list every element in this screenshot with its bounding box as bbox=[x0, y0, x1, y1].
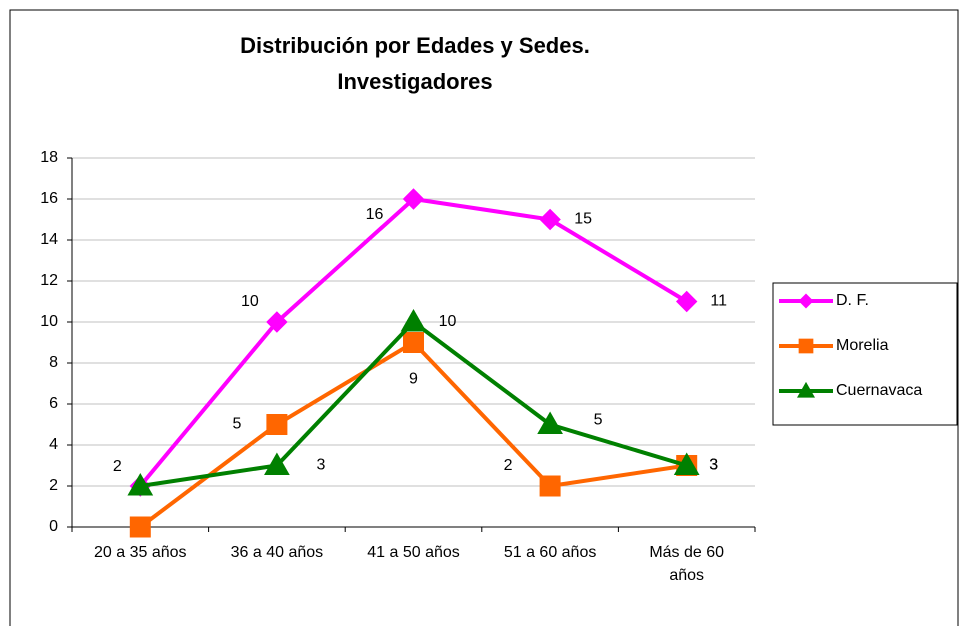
x-tick-label: 36 a 40 años bbox=[231, 544, 324, 561]
y-tick-label: 14 bbox=[40, 231, 58, 248]
y-tick-label: 10 bbox=[40, 313, 58, 330]
legend-label: Cuernavaca bbox=[836, 382, 922, 399]
marker bbox=[675, 290, 698, 313]
marker bbox=[673, 452, 700, 475]
y-tick-label: 2 bbox=[49, 477, 58, 494]
data-label: 3 bbox=[316, 457, 325, 474]
y-tick-label: 6 bbox=[49, 395, 58, 412]
marker bbox=[403, 332, 424, 353]
legend-label: Morelia bbox=[836, 337, 889, 354]
data-label: 2 bbox=[113, 458, 122, 475]
y-tick-label: 8 bbox=[49, 354, 58, 371]
x-tick-label-line: años bbox=[669, 567, 704, 584]
marker bbox=[127, 472, 154, 496]
y-tick-label: 12 bbox=[40, 272, 58, 289]
y-tick-label: 16 bbox=[40, 190, 58, 207]
x-tick-label: 51 a 60 años bbox=[504, 544, 597, 561]
legend-marker bbox=[796, 381, 816, 398]
data-label: 3 bbox=[709, 457, 718, 474]
marker bbox=[266, 414, 288, 435]
data-label: 11 bbox=[710, 293, 727, 310]
data-label: 5 bbox=[232, 416, 241, 433]
data-label: 10 bbox=[439, 313, 457, 330]
legend-marker bbox=[798, 293, 814, 309]
marker bbox=[400, 308, 427, 332]
marker bbox=[264, 452, 290, 475]
legend-label: D. F. bbox=[836, 292, 869, 309]
data-label: 5 bbox=[594, 412, 603, 429]
marker bbox=[402, 188, 425, 210]
legend-box bbox=[772, 282, 958, 426]
legend-marker bbox=[798, 338, 814, 354]
data-label: 3 bbox=[709, 457, 718, 474]
chart-title: Investigadores bbox=[337, 69, 492, 94]
data-label: 9 bbox=[409, 371, 418, 388]
x-tick-label-line: Más de 60 bbox=[649, 544, 724, 561]
data-label: 10 bbox=[241, 293, 259, 310]
y-tick-label: 0 bbox=[49, 518, 58, 535]
marker bbox=[539, 475, 561, 497]
marker bbox=[266, 311, 288, 333]
marker bbox=[129, 516, 151, 538]
data-label: 15 bbox=[574, 211, 592, 228]
x-tick-label: 41 a 50 años bbox=[367, 544, 460, 561]
x-tick-label: 20 a 35 años bbox=[94, 544, 187, 561]
data-label: 2 bbox=[504, 457, 513, 474]
y-tick-label: 18 bbox=[40, 149, 58, 166]
marker bbox=[539, 208, 561, 231]
chart-title: Distribución por Edades y Sedes. bbox=[240, 33, 590, 58]
marker bbox=[537, 411, 563, 434]
data-label: 16 bbox=[366, 206, 384, 223]
x-tick-label: Más de 60 años bbox=[649, 544, 724, 584]
y-tick-label: 4 bbox=[49, 436, 58, 453]
